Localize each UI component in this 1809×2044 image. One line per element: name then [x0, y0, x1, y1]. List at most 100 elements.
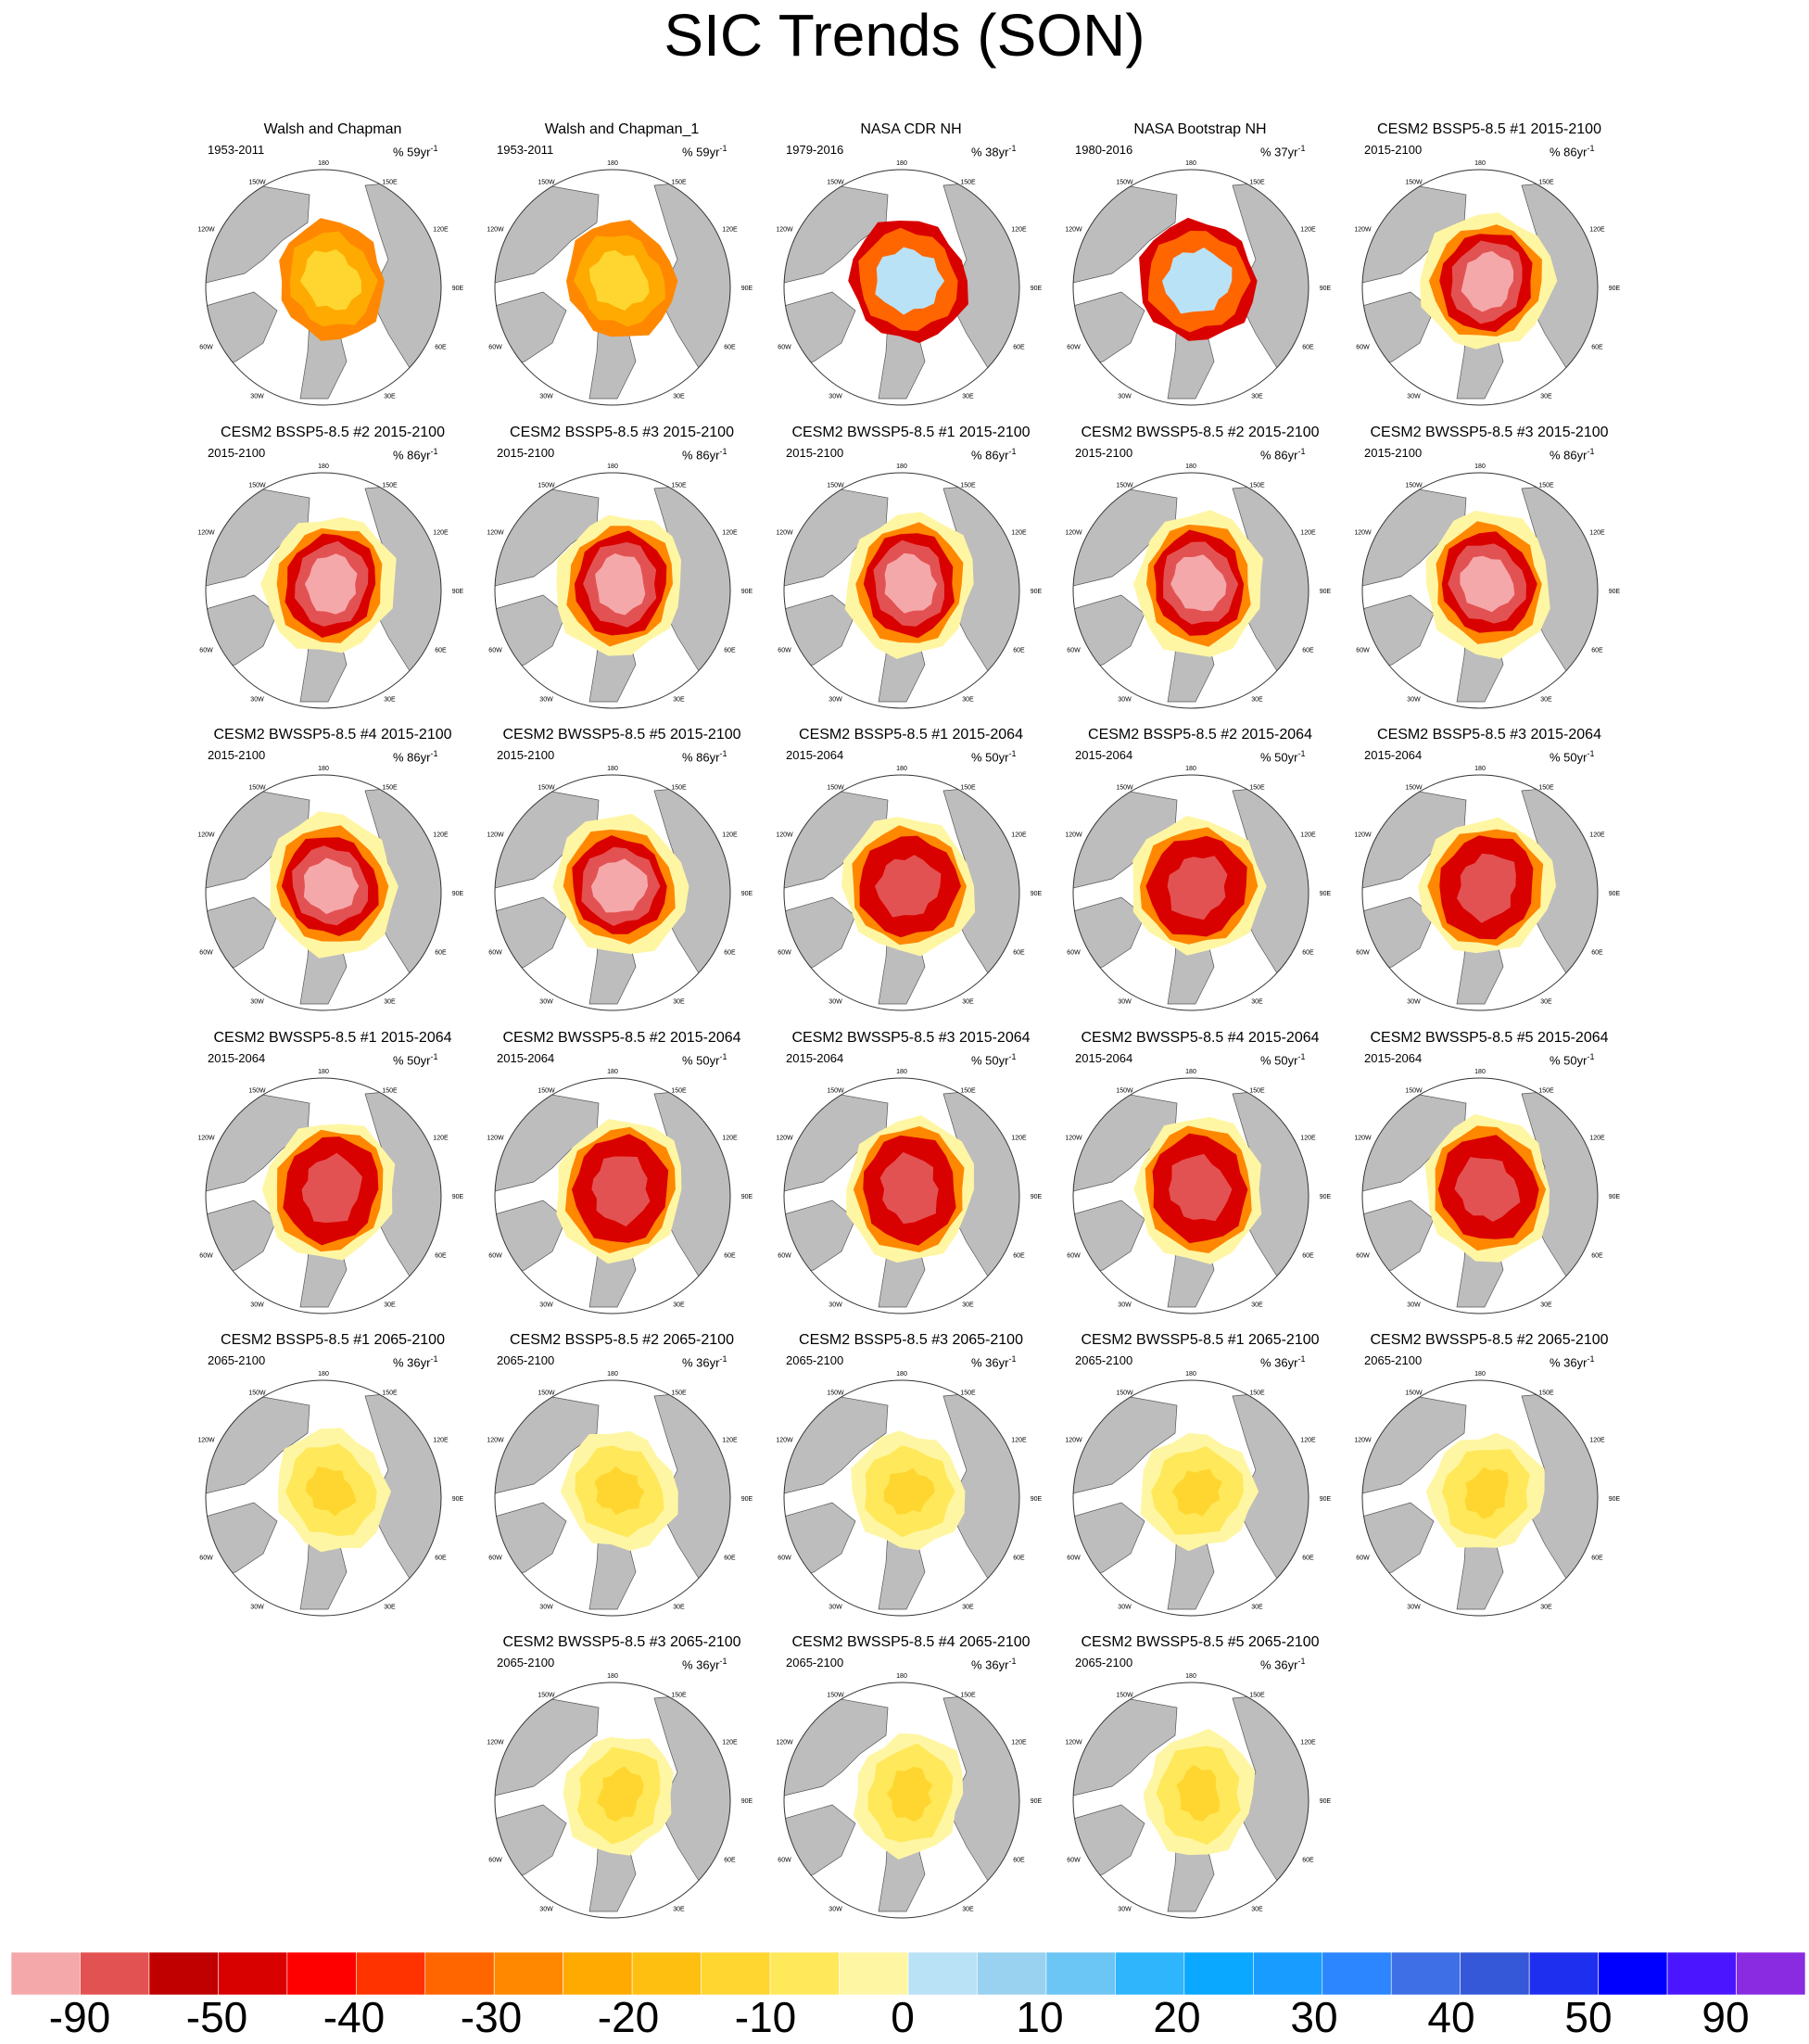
panel-unit-value: 86: [1274, 448, 1288, 463]
map-boundary: [1072, 1682, 1309, 1919]
panel-unit-value: 86: [407, 750, 421, 765]
longitude-label: 150E: [1538, 1088, 1554, 1095]
colorbar-bin: [701, 1952, 771, 1995]
longitude-label: 60W: [488, 648, 502, 654]
panel-period: 2065-2100: [497, 1353, 555, 1367]
panel-period: 2015-2064: [497, 1051, 555, 1065]
panel-period: 2015-2064: [786, 1051, 844, 1065]
longitude-label: 120E: [1011, 1136, 1027, 1142]
map-panel: CESM2 BWSSP5-8.5 #2 2015-2064 2015-2064 % …: [487, 1029, 756, 1316]
longitude-label: 60W: [1067, 1858, 1081, 1864]
longitude-label: 60E: [435, 1555, 447, 1562]
longitude-label: 30E: [1540, 393, 1552, 400]
longitude-label: 120E: [1589, 1438, 1605, 1444]
longitude-label: 180: [607, 1371, 618, 1377]
panel-period: 2015-2064: [208, 1051, 266, 1065]
longitude-label: 30W: [1118, 696, 1132, 703]
longitude-label: 60W: [1356, 345, 1370, 351]
longitude-label: 30W: [829, 1301, 842, 1308]
longitude-label: 30W: [1407, 696, 1421, 703]
longitude-label: 120W: [1066, 1136, 1082, 1142]
map-boundary: [1361, 472, 1599, 709]
panel-period: 2015-2100: [1364, 446, 1423, 460]
land-mass: [784, 896, 856, 972]
land-mass: [653, 781, 730, 977]
map-panel: CESM2 BSSP5-8.5 #3 2015-2064 2015-2064 % 5…: [1355, 726, 1624, 1013]
longitude-label: 120W: [1066, 1740, 1082, 1746]
polar-map: 180150E120E90E60E30E030W60W90W120W150W: [1355, 160, 1621, 406]
longitude-label: 120E: [722, 1136, 738, 1142]
longitude-label: 60E: [1013, 1858, 1025, 1864]
trend-contour: [305, 1466, 357, 1517]
longitude-label: 90E: [1031, 891, 1043, 897]
longitude-label: 30E: [962, 696, 974, 703]
panel-unit-value: 86: [407, 448, 421, 463]
longitude-label: 150E: [382, 785, 398, 792]
trend-contour: [299, 249, 361, 311]
colorbar-bin: [1598, 1952, 1668, 1995]
longitude-label: 150E: [1249, 1390, 1265, 1397]
polar-map: 180150E120E90E60E30E030W60W90W120W150W: [198, 766, 464, 1011]
longitude-label: 120E: [1300, 530, 1316, 537]
colorbar-tick-label: 30: [1290, 1993, 1338, 2041]
longitude-label: 180: [896, 1673, 907, 1680]
longitude-label: 60E: [724, 1858, 736, 1864]
panel-unit: % 36yr-1: [971, 1657, 1017, 1672]
longitude-label: 30W: [1407, 1301, 1421, 1308]
longitude-label: 30E: [1540, 1604, 1552, 1610]
land-mass: [784, 1200, 856, 1276]
longitude-label: 150W: [538, 785, 555, 792]
land-mass: [495, 291, 567, 367]
polar-map: 180150E120E90E60E30E030W60W90W120W150W: [777, 1673, 1043, 1919]
longitude-label: 60E: [1013, 1253, 1025, 1260]
longitude-label: 180: [318, 1371, 329, 1377]
map-panel: CESM2 BWSSP5-8.5 #1 2015-2064 2015-2064 % …: [198, 1029, 467, 1316]
colorbar-strip: [10, 1952, 1806, 1995]
polar-map: 180150E120E90E60E30E030W60W90W120W150W: [1066, 1371, 1332, 1617]
colorbar-bin: [1115, 1952, 1185, 1995]
map-boundary: [1361, 1379, 1599, 1617]
panel-unit-value: 50: [1274, 750, 1288, 765]
land-mass: [653, 1688, 730, 1885]
map-panel: CESM2 BSSP5-8.5 #3 2065-2100 2065-2100 % 3…: [777, 1331, 1045, 1619]
longitude-label: 150W: [248, 1390, 266, 1397]
longitude-label: 90E: [1320, 589, 1332, 595]
longitude-label: 120E: [433, 227, 449, 234]
colorbar-bin: [493, 1952, 563, 1995]
panel-title: Walsh and Chapman_1: [544, 121, 700, 137]
panel-period: 2015-2100: [786, 446, 844, 460]
trend-contour: [1171, 1468, 1222, 1517]
longitude-label: 60E: [1591, 648, 1603, 654]
longitude-label: 180: [1185, 766, 1196, 772]
longitude-label: 120W: [1066, 1438, 1082, 1444]
longitude-label: 120W: [198, 1136, 215, 1142]
land-mass: [495, 594, 567, 670]
panel-period: 2065-2100: [1075, 1353, 1133, 1367]
longitude-label: 30W: [1118, 1604, 1132, 1610]
land-mass: [1073, 291, 1145, 367]
longitude-label: 30W: [1118, 1906, 1132, 1912]
panel-unit: % 50yr-1: [1550, 749, 1595, 765]
longitude-label: 60E: [1013, 1555, 1025, 1562]
polar-map: 180150E120E90E60E30E030W60W90W120W150W: [1066, 160, 1332, 406]
longitude-label: 60E: [1591, 950, 1603, 957]
map-boundary: [1361, 169, 1599, 406]
longitude-label: 120E: [1300, 227, 1316, 234]
longitude-label: 120W: [487, 227, 504, 234]
longitude-label: 120E: [1589, 530, 1605, 537]
longitude-label: 60E: [724, 950, 736, 957]
panel-title: CESM2 BWSSP5-8.5 #2 2065-2100: [1370, 1332, 1609, 1348]
longitude-label: 60E: [1591, 345, 1603, 351]
longitude-label: 120W: [198, 227, 215, 234]
longitude-label: 60E: [1013, 345, 1025, 351]
trend-contour: [1456, 853, 1516, 923]
colorbar-tick-label: -50: [185, 1993, 248, 2041]
longitude-label: 150E: [1538, 785, 1554, 792]
longitude-label: 60W: [488, 950, 502, 957]
panel-title: CESM2 BWSSP5-8.5 #4 2015-2064: [1081, 1030, 1320, 1046]
longitude-label: 30W: [829, 1906, 842, 1912]
polar-map: 180150E120E90E60E30E030W60W90W120W150W: [487, 1371, 753, 1617]
longitude-label: 30E: [1540, 1301, 1552, 1308]
map-panel: CESM2 BWSSP5-8.5 #5 2015-2064 2015-2064 % …: [1355, 1029, 1624, 1316]
map-boundary: [205, 169, 442, 406]
